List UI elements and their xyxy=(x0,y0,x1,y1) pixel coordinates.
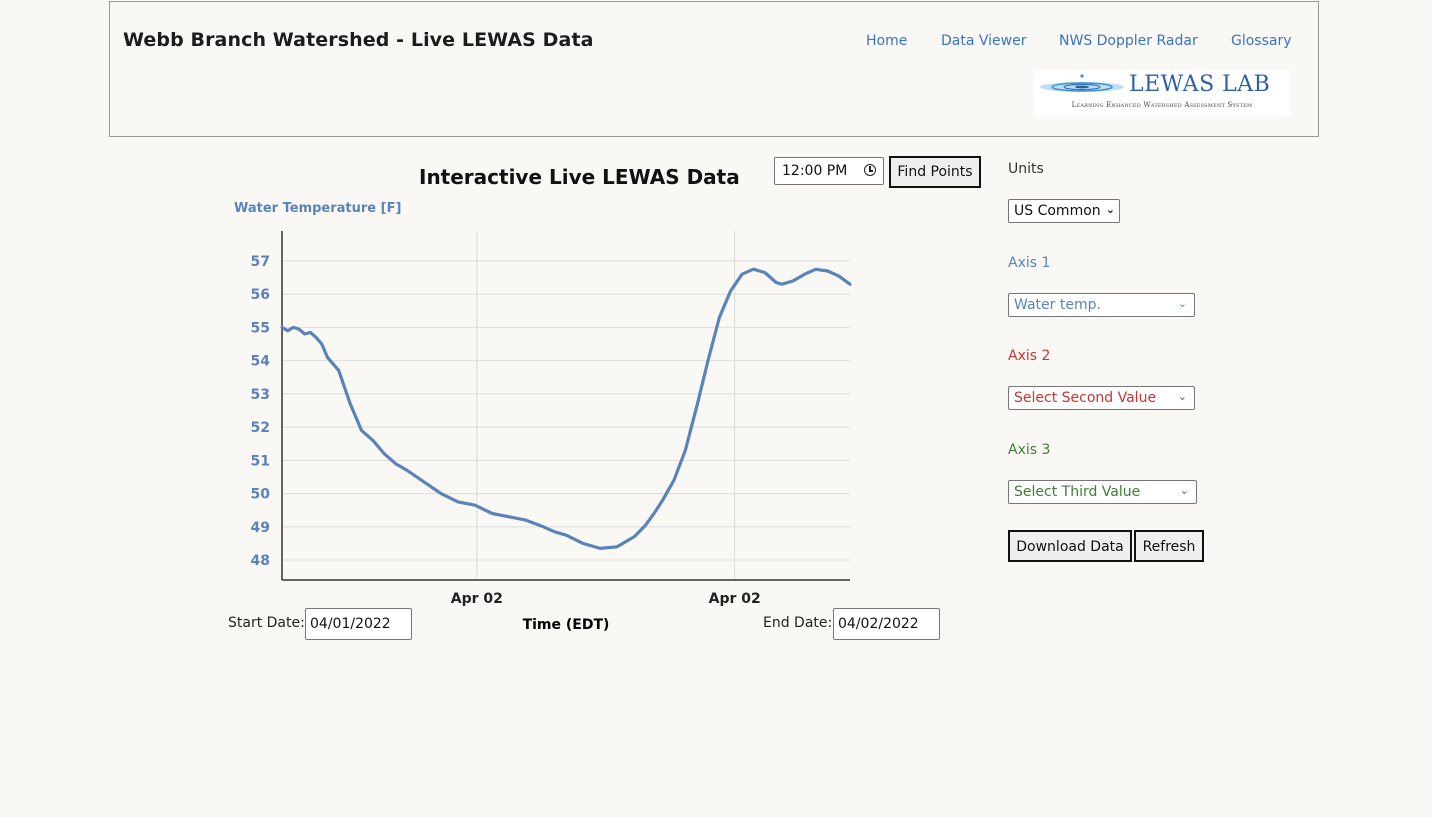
find-points-button[interactable]: Find Points xyxy=(889,156,981,188)
axis2-label: Axis 2 xyxy=(1008,348,1051,364)
axis3-select-value: Select Third Value xyxy=(1014,484,1141,500)
download-data-button[interactable]: Download Data xyxy=(1008,530,1132,562)
nav-data-viewer-link[interactable]: Data Viewer xyxy=(941,33,1027,49)
site-header: Webb Branch Watershed - Live LEWAS Data … xyxy=(109,1,1319,137)
logo-subtitle: Learning Enhanced Watershed Assessment S… xyxy=(1071,101,1253,109)
y-tick-label: 56 xyxy=(251,287,270,303)
start-date-label: Start Date: xyxy=(228,615,305,631)
y-tick-label: 53 xyxy=(251,387,270,403)
nav-glossary-link[interactable]: Glossary xyxy=(1231,33,1292,49)
axis2-select-value: Select Second Value xyxy=(1014,390,1157,406)
clock-icon[interactable] xyxy=(864,164,876,176)
y-tick-label: 50 xyxy=(251,487,271,503)
y-tick-label: 49 xyxy=(251,520,270,536)
chart-title: Interactive Live LEWAS Data xyxy=(419,165,740,189)
water-drop-icon xyxy=(1040,74,1124,92)
chevron-down-icon: ⌄ xyxy=(1177,297,1187,310)
axis1-select[interactable]: Water temp. ⌄ xyxy=(1008,293,1195,317)
y-axis-ticks: 48 49 50 51 52 53 54 55 56 57 xyxy=(251,254,271,569)
units-select[interactable]: US Common ⌄ xyxy=(1008,199,1120,223)
water-temperature-line xyxy=(280,267,852,550)
x-axis-label: Time (EDT) xyxy=(523,617,610,633)
y-tick-label: 52 xyxy=(251,420,270,436)
lewas-lab-logo: LEWAS LAB Learning Enhanced Watershed As… xyxy=(1034,70,1290,116)
axis1-select-value: Water temp. xyxy=(1014,297,1101,313)
nav-nws-doppler-radar-link[interactable]: NWS Doppler Radar xyxy=(1059,33,1198,49)
y-tick-label: 57 xyxy=(251,254,270,270)
site-title: Webb Branch Watershed - Live LEWAS Data xyxy=(123,29,594,51)
axis1-label: Axis 1 xyxy=(1008,255,1051,271)
x-axis-ticks: Apr 02 Apr 02 xyxy=(451,591,761,607)
chart-gridlines xyxy=(281,231,850,581)
logo-title: LEWAS LAB xyxy=(1129,72,1271,97)
axis3-select[interactable]: Select Third Value ⌄ xyxy=(1008,480,1197,504)
x-tick-label: Apr 02 xyxy=(451,591,503,607)
axis2-select[interactable]: Select Second Value ⌄ xyxy=(1008,386,1195,410)
start-date-input[interactable]: 04/01/2022 xyxy=(305,608,412,640)
units-select-value: US Common xyxy=(1014,203,1101,219)
end-date-label: End Date: xyxy=(763,615,833,631)
y-tick-label: 54 xyxy=(251,354,271,370)
end-date-input[interactable]: 04/02/2022 xyxy=(833,608,940,640)
time-input-value: 12:00 PM xyxy=(782,163,848,179)
y-axis-label: Water Temperature [F] xyxy=(234,201,401,216)
water-temperature-chart[interactable]: Water Temperature [F] 48 49 50 51 52 53 54 55 56… xyxy=(220,195,940,635)
nav-home-link[interactable]: Home xyxy=(866,33,908,49)
x-tick-label: Apr 02 xyxy=(709,591,761,607)
axis3-label: Axis 3 xyxy=(1008,442,1051,458)
y-tick-label: 51 xyxy=(251,453,270,469)
units-label: Units xyxy=(1008,161,1044,177)
chevron-down-icon: ⌄ xyxy=(1105,203,1115,216)
y-tick-label: 55 xyxy=(251,320,270,336)
chevron-down-icon: ⌄ xyxy=(1179,484,1189,497)
y-tick-label: 48 xyxy=(251,553,270,569)
chevron-down-icon: ⌄ xyxy=(1177,390,1187,403)
refresh-button[interactable]: Refresh xyxy=(1134,530,1204,562)
time-input[interactable]: 12:00 PM xyxy=(774,157,884,185)
